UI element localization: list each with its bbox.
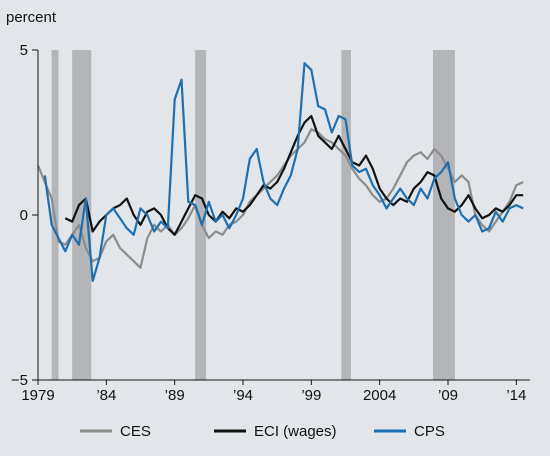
- series-line-0: [36, 128, 524, 269]
- x-tick-label-4: ’99: [301, 387, 321, 404]
- legend-item-0: CES: [80, 423, 151, 440]
- legend-label-1: ECI (wages): [254, 423, 337, 440]
- recession-band-3: [341, 50, 351, 380]
- x-tick-label-7: ’14: [506, 387, 526, 404]
- y-axis-label: percent: [6, 9, 57, 26]
- recession-band-1: [72, 50, 92, 380]
- x-tick-label-5: 2004: [363, 387, 396, 404]
- series-line-1: [64, 114, 524, 236]
- recession-bands: [51, 50, 455, 380]
- y-tick-labels: 5 0 −5: [11, 42, 38, 389]
- legend-item-2: CPS: [374, 423, 445, 440]
- x-tick-label-0: 1979: [21, 387, 54, 404]
- x-tick-label-6: ’09: [438, 387, 458, 404]
- series-lines: [36, 62, 524, 283]
- legend-item-1: ECI (wages): [214, 423, 337, 440]
- y-tick-label-1: 0: [20, 207, 28, 224]
- legend-label-0: CES: [120, 423, 151, 440]
- legend-label-2: CPS: [414, 423, 445, 440]
- recession-band-2: [195, 50, 207, 380]
- y-tick-label-0: 5: [20, 42, 28, 59]
- y-tick-label-2: −5: [11, 372, 28, 389]
- x-tick-label-1: ’84: [96, 387, 116, 404]
- recession-band-4: [432, 50, 455, 380]
- x-tick-label-2: ’89: [165, 387, 185, 404]
- legend: CES ECI (wages) CPS: [80, 423, 445, 440]
- axes: [37, 50, 530, 381]
- x-tick-labels: 1979 ’84 ’89 ’94 ’99 2004 ’09 ’14: [21, 380, 526, 404]
- x-tick-label-3: ’94: [233, 387, 253, 404]
- series-line-2: [43, 62, 524, 283]
